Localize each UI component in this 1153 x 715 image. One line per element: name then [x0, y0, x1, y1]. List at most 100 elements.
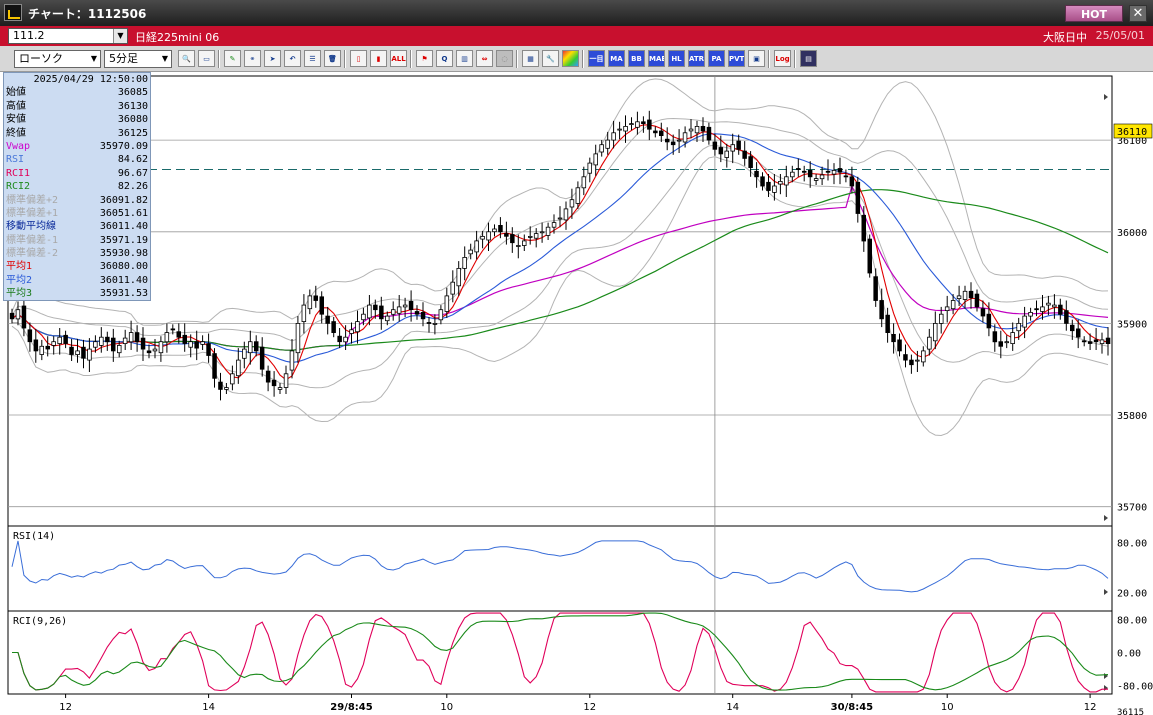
candle-down: [408, 300, 414, 310]
all-icon[interactable]: ALL: [390, 50, 407, 67]
candle-down: [1087, 341, 1093, 344]
candle-up: [522, 240, 527, 246]
chart-axes: 36100 36000 35900 35800 35700 36110 12 14 29/8:4…: [59, 94, 1153, 715]
candle-up: [539, 231, 545, 234]
undo-icon[interactable]: ↶: [284, 50, 301, 67]
info-value: 82.26: [117, 181, 148, 193]
candle-up: [462, 256, 467, 269]
cursor-icon[interactable]: ➤: [264, 50, 281, 67]
pen-icon[interactable]: ✎: [224, 50, 241, 67]
candle-down: [253, 341, 259, 352]
time-tick-label: 30/8:45: [831, 702, 873, 713]
info-label: 標準偏差-2: [6, 248, 59, 260]
hl-icon[interactable]: HL: [668, 50, 685, 67]
info-value: 36051.61: [99, 207, 148, 219]
symbol-bar: 111.2 ▼ 日経225mini 06 大阪日中 25/05/01: [0, 26, 1153, 46]
toolbar-separator: [344, 50, 346, 68]
disabled-icon[interactable]: ◌: [496, 50, 513, 67]
frame-icon[interactable]: ▣: [748, 50, 765, 67]
mae-icon[interactable]: MAE: [648, 50, 665, 67]
list-icon[interactable]: ☰: [304, 50, 321, 67]
candle-down: [670, 141, 676, 146]
zoom-icon[interactable]: 🔍: [178, 50, 195, 67]
atr-icon[interactable]: ATR: [688, 50, 705, 67]
time-tick-label: 10: [440, 702, 453, 713]
info-value: 35971.19: [99, 234, 148, 246]
arrows-icon[interactable]: ⇔: [476, 50, 493, 67]
candle-down: [510, 234, 515, 244]
candle-up: [599, 144, 604, 153]
info-label: Vwap: [6, 140, 31, 152]
chart-frame: [7, 75, 1113, 695]
trash-icon[interactable]: 🗑: [324, 50, 341, 67]
candle-up: [921, 350, 926, 363]
candle-up: [516, 245, 521, 247]
window-settings-icon[interactable]: ▤: [800, 50, 817, 67]
ichimoku-icon[interactable]: 一目: [588, 50, 605, 67]
pattern-icon[interactable]: ▦: [522, 50, 539, 67]
bollinger-lower1: [12, 144, 1109, 389]
ma-icon[interactable]: MA: [608, 50, 625, 67]
period-select[interactable]: 5分足 ▼: [104, 50, 172, 68]
info-label: 高値: [6, 100, 26, 112]
candle-up: [557, 217, 563, 220]
candle-up: [57, 336, 62, 345]
rainbow-icon[interactable]: [562, 50, 579, 67]
candle-up: [533, 233, 539, 239]
candlesticks: [9, 110, 1111, 401]
info-value: 36080: [117, 114, 148, 126]
parabolic-icon[interactable]: PA: [708, 50, 725, 67]
rsi-line: [11, 540, 1109, 593]
info-row: 標準偏差+1 36051.61: [6, 207, 148, 220]
close-icon[interactable]: ✕: [1129, 5, 1147, 22]
link-icon[interactable]: ⚭: [244, 50, 261, 67]
candle-down: [897, 339, 902, 352]
window-icon[interactable]: ▭: [198, 50, 215, 67]
candle-up: [230, 373, 235, 385]
candle-up: [784, 176, 789, 186]
candle-up: [772, 185, 777, 193]
candle-down: [1058, 304, 1063, 315]
candle-down: [891, 333, 896, 343]
symbol-code-value: 111.2: [13, 29, 45, 42]
candle-down: [796, 168, 801, 170]
pvt-icon[interactable]: PVT: [728, 50, 745, 67]
chevron-down-icon[interactable]: ▼: [90, 54, 98, 63]
candle-up: [694, 126, 700, 134]
wrench-icon[interactable]: 🔧: [542, 50, 559, 67]
candle-up: [301, 304, 307, 323]
toolbar-separator: [768, 50, 770, 68]
bb-icon[interactable]: BB: [628, 50, 645, 67]
candle-width-icon[interactable]: ▯: [350, 50, 367, 67]
candle-up: [831, 170, 837, 175]
candle-up: [474, 240, 479, 253]
search-chart-icon[interactable]: Q: [436, 50, 453, 67]
candle-down: [802, 170, 807, 173]
hot-button[interactable]: HOT: [1065, 5, 1123, 22]
rci-tick-label: 0.00: [1117, 649, 1141, 660]
chart-type-select[interactable]: ローソク ▼: [14, 50, 101, 68]
current-price-marker: [1113, 123, 1153, 139]
candle-up: [1028, 311, 1033, 317]
ticket-icon[interactable]: ⚑: [416, 50, 433, 67]
time-tick-label: 12: [583, 702, 596, 713]
candle-down: [504, 233, 509, 237]
price-chart[interactable]: 36100 36000 35900 35800 35700 36110 12 14 29/8:4…: [0, 72, 1153, 715]
info-rows: 始値 36085 高値 36130 安値 36080 終値 36125 Vwap 35970.09…: [6, 86, 148, 300]
log-icon[interactable]: Log: [774, 50, 791, 67]
bar-chart-icon[interactable]: ▥: [456, 50, 473, 67]
candle-down: [754, 170, 759, 178]
candle-down: [1093, 339, 1099, 343]
candle-down: [271, 379, 277, 387]
candle-up: [950, 300, 956, 310]
candle-up: [575, 187, 581, 204]
info-row: 標準偏差+2 36091.82: [6, 194, 148, 207]
candle-narrow-icon[interactable]: ▮: [370, 50, 387, 67]
chevron-down-icon[interactable]: ▼: [161, 54, 169, 63]
chevron-down-icon[interactable]: ▼: [113, 29, 127, 43]
symbol-code-select[interactable]: 111.2 ▼: [8, 28, 128, 44]
candle-down: [700, 126, 706, 132]
candle-down: [843, 175, 849, 178]
info-value: 84.62: [117, 154, 148, 166]
candle-up: [117, 344, 122, 354]
